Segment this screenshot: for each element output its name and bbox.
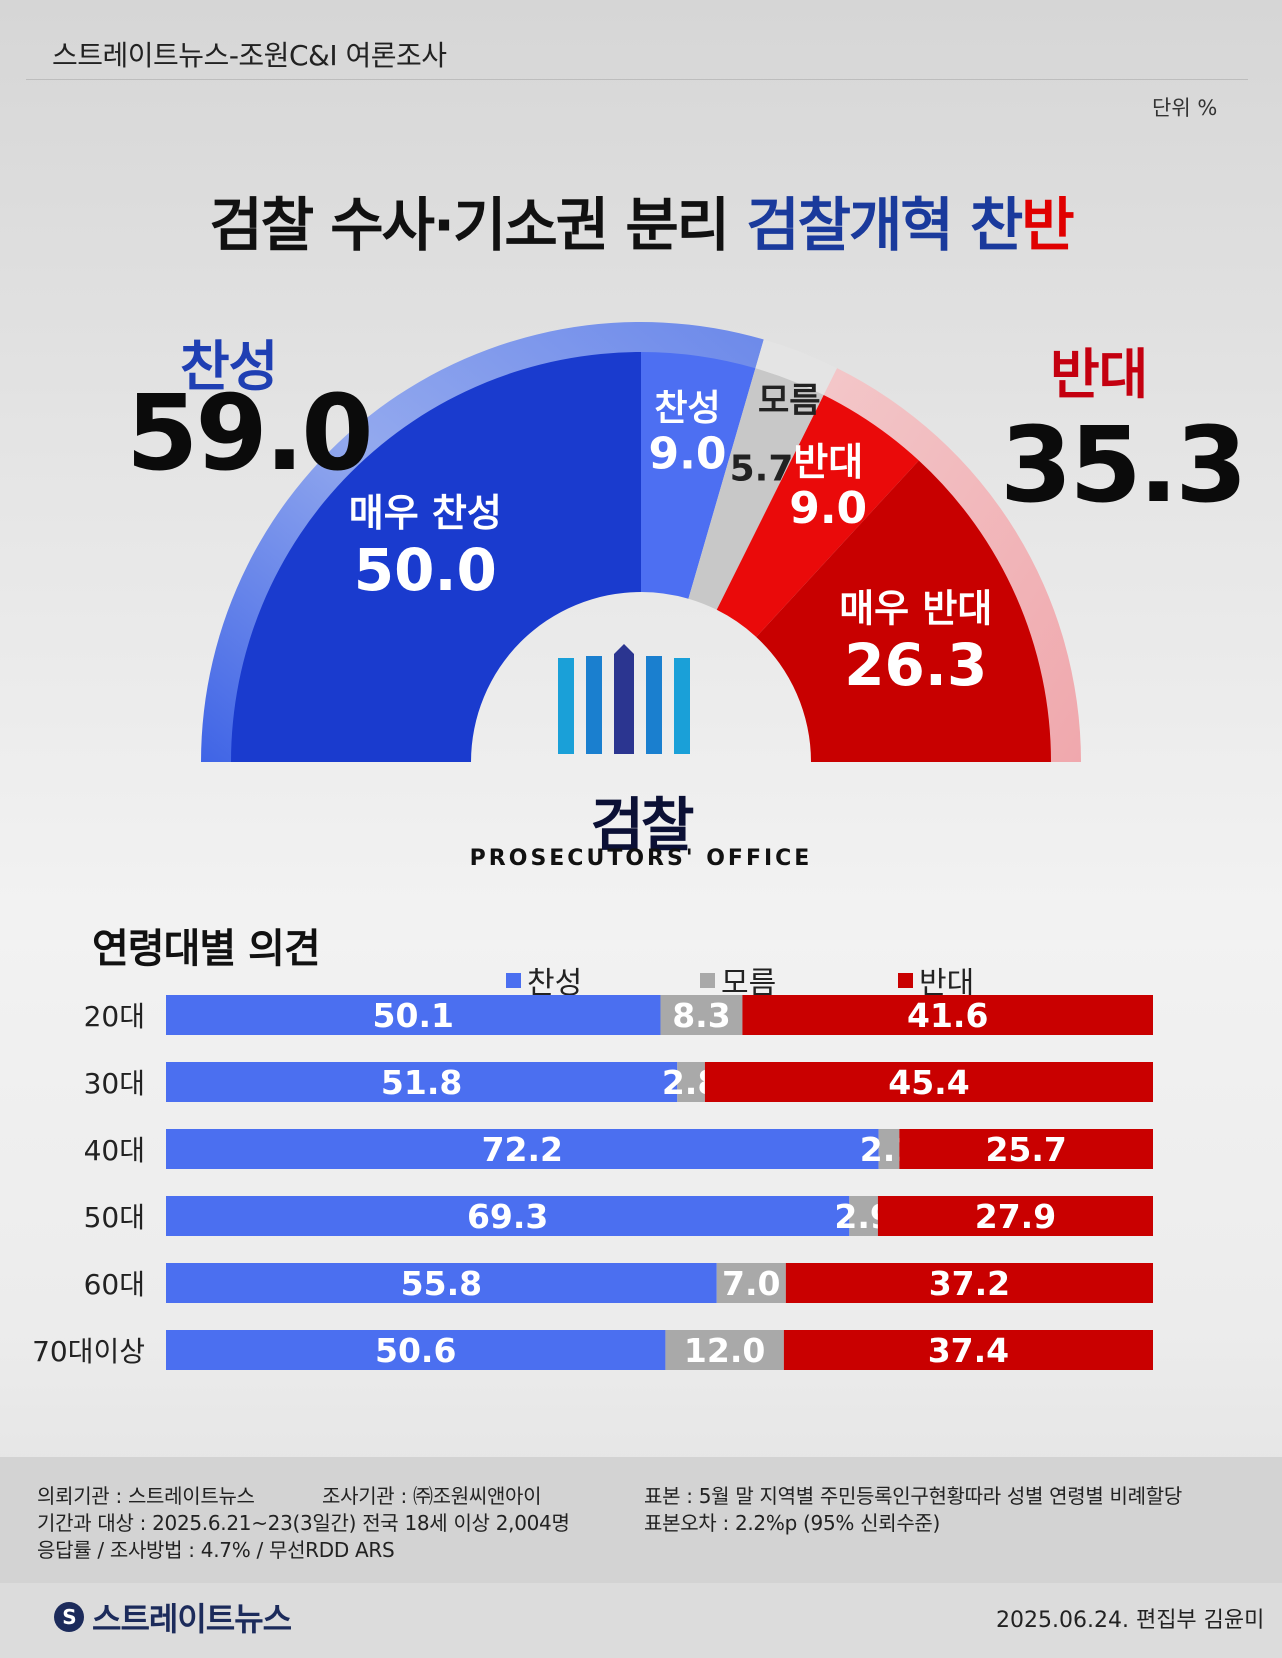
bar-favor <box>166 995 661 1035</box>
slice-value: 5.7 <box>730 449 794 490</box>
footer-agency: 조사기관 : ㈜조원씨앤아이 <box>322 1484 542 1508</box>
bar-favor <box>166 1330 666 1370</box>
bar-value-label: 25.7 <box>985 1130 1066 1169</box>
legend-swatch-unknown <box>700 972 715 988</box>
donut-slice <box>756 460 1051 762</box>
age-category-label: 50대 <box>84 1201 145 1234</box>
donut-slice <box>688 368 824 610</box>
bar-unknown <box>677 1062 705 1102</box>
prosecutors-office-logo <box>558 644 690 754</box>
outer-ring <box>201 322 1081 762</box>
age-category-label: 60대 <box>84 1268 145 1301</box>
bar-value-label: 8.3 <box>672 996 730 1035</box>
bar-unknown <box>849 1196 878 1236</box>
slice-label: 반대 <box>793 440 863 484</box>
bar-value-label: 51.8 <box>381 1063 462 1102</box>
logo-english: PROSECUTORS' OFFICE <box>469 846 813 871</box>
favor-total-label: 찬성 <box>180 335 278 398</box>
bar-unknown <box>660 995 743 1035</box>
bar-value-label: 41.6 <box>907 996 988 1035</box>
bar-value-label: 27.9 <box>975 1197 1056 1236</box>
bar-oppose <box>704 1062 1153 1102</box>
footer-brand-band <box>0 1583 1282 1658</box>
ring-oppose <box>822 368 1081 762</box>
slice-value: 26.3 <box>844 631 987 699</box>
donut-slice <box>716 394 919 637</box>
header-divider <box>26 79 1248 80</box>
bar-favor <box>166 1129 879 1169</box>
unit-label: 단위 % <box>1152 96 1218 120</box>
footer-response: 응답률 / 조사방법 : 4.7% / 무선RDD ARS <box>37 1538 395 1562</box>
slice-label: 찬성 <box>654 388 720 429</box>
credit-line: 2025.06.24. 편집부 김윤미 <box>996 1608 1265 1633</box>
donut-slice <box>641 352 756 599</box>
bar-unknown <box>878 1129 900 1169</box>
bar-unknown <box>665 1330 784 1370</box>
bar-oppose <box>785 1263 1153 1303</box>
bar-value-label: 12.0 <box>684 1331 765 1370</box>
bar-value-label: 55.8 <box>401 1264 482 1303</box>
title-part-2: 검찰개혁 찬 <box>746 191 1023 259</box>
footer-info-band <box>0 1457 1282 1583</box>
brand-mark-icon: S <box>54 1602 84 1632</box>
ring-unknown <box>754 339 838 397</box>
slice-value: 9.0 <box>649 428 727 479</box>
bar-value-label: 50.6 <box>375 1331 456 1370</box>
bar-value-label: 37.4 <box>928 1331 1009 1370</box>
slice-value: 9.0 <box>789 483 867 534</box>
page-title: 검찰 수사·기소권 분리 검찰개혁 찬반 <box>0 178 1282 262</box>
footer-period: 기간과 대상 : 2025.6.21~23(3일간) 전국 18세 이상 2,0… <box>37 1511 570 1535</box>
age-category-label: 20대 <box>84 1000 145 1033</box>
age-category-label: 70대이상 <box>32 1335 145 1368</box>
footer-sample: 표본 : 5월 말 지역별 주민등록인구현황따라 성별 연령별 비례할당 <box>644 1484 1182 1508</box>
age-category-label: 30대 <box>84 1067 145 1100</box>
footer-error: 표본오차 : 2.2%p (95% 신뢰수준) <box>644 1511 941 1535</box>
oppose-total-value: 35.3 <box>1000 404 1248 526</box>
slice-label: 매우 찬성 <box>349 491 502 535</box>
bar-value-label: 45.4 <box>888 1063 969 1102</box>
bar-value-label: 7.0 <box>722 1264 780 1303</box>
bar-favor <box>166 1196 850 1236</box>
bar-oppose <box>742 995 1153 1035</box>
title-part-1: 검찰 수사·기소권 분리 <box>209 191 747 259</box>
bar-value-label: 72.2 <box>482 1130 563 1169</box>
bar-value-label: 37.2 <box>929 1264 1010 1303</box>
donut-slices <box>231 352 1051 762</box>
footer-client: 의뢰기관 : 스트레이트뉴스 <box>37 1484 255 1508</box>
bar-oppose <box>899 1129 1153 1169</box>
slice-label: 매우 반대 <box>839 586 992 630</box>
bar-oppose <box>783 1330 1153 1370</box>
bar-favor <box>166 1263 717 1303</box>
slice-label: 모름 <box>758 381 821 421</box>
header-title: 스트레이트뉴스-조원C&I 여론조사 <box>52 39 447 72</box>
oppose-total-label: 반대 <box>1050 343 1148 406</box>
slice-value: 50.0 <box>354 536 497 604</box>
bar-unknown <box>716 1263 786 1303</box>
favor-total-value: 59.0 <box>126 372 374 494</box>
age-category-label: 40대 <box>84 1134 145 1167</box>
legend-swatch-favor <box>506 972 521 988</box>
age-chart-title: 연령대별 의견 <box>92 926 321 972</box>
brand-name: 스트레이트뉴스 <box>92 1600 292 1638</box>
bar-favor <box>166 1062 678 1102</box>
legend-swatch-oppose <box>898 972 913 988</box>
bar-value-label: 69.3 <box>467 1197 548 1236</box>
donut-slice <box>231 352 641 762</box>
logo-wordmark: 검찰 <box>590 791 695 859</box>
bar-oppose <box>877 1196 1153 1236</box>
brand-logo: S 스트레이트뉴스 <box>54 1594 292 1640</box>
bar-value-label: 50.1 <box>373 996 454 1035</box>
title-part-3: 반 <box>1021 191 1074 259</box>
